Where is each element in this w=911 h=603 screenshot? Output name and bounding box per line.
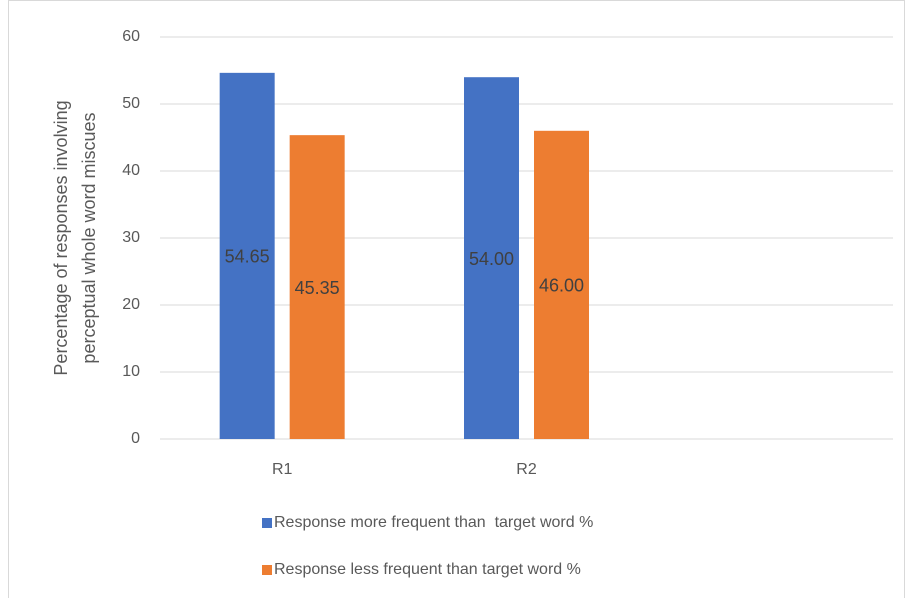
data-label: 54.65 [225, 247, 270, 267]
legend-label: Response less frequent than target word … [274, 561, 581, 578]
x-tick-label: R1 [272, 461, 293, 478]
data-label: 45.35 [295, 278, 340, 298]
data-label: 54.00 [469, 249, 514, 269]
y-axis-label: Percentage of responses involving [51, 100, 71, 375]
y-tick-label: 30 [122, 229, 140, 246]
y-axis-label: perceptual whole word miscues [79, 112, 99, 363]
data-label: 46.00 [539, 276, 584, 296]
legend-swatch [262, 565, 272, 575]
legend-swatch [262, 518, 272, 528]
bar [534, 130, 589, 440]
y-tick-label: 20 [122, 296, 140, 313]
bar [289, 135, 345, 439]
bar [219, 72, 275, 439]
bar [464, 77, 519, 439]
chart-frame [8, 0, 905, 603]
x-tick-label: R2 [516, 461, 537, 478]
y-tick-label: 60 [122, 28, 140, 45]
y-tick-label: 0 [131, 430, 140, 447]
y-tick-label: 40 [122, 162, 140, 179]
y-tick-label: 50 [122, 95, 140, 112]
y-tick-label: 10 [122, 363, 140, 380]
legend-label: Response more frequent than target word … [274, 514, 593, 531]
